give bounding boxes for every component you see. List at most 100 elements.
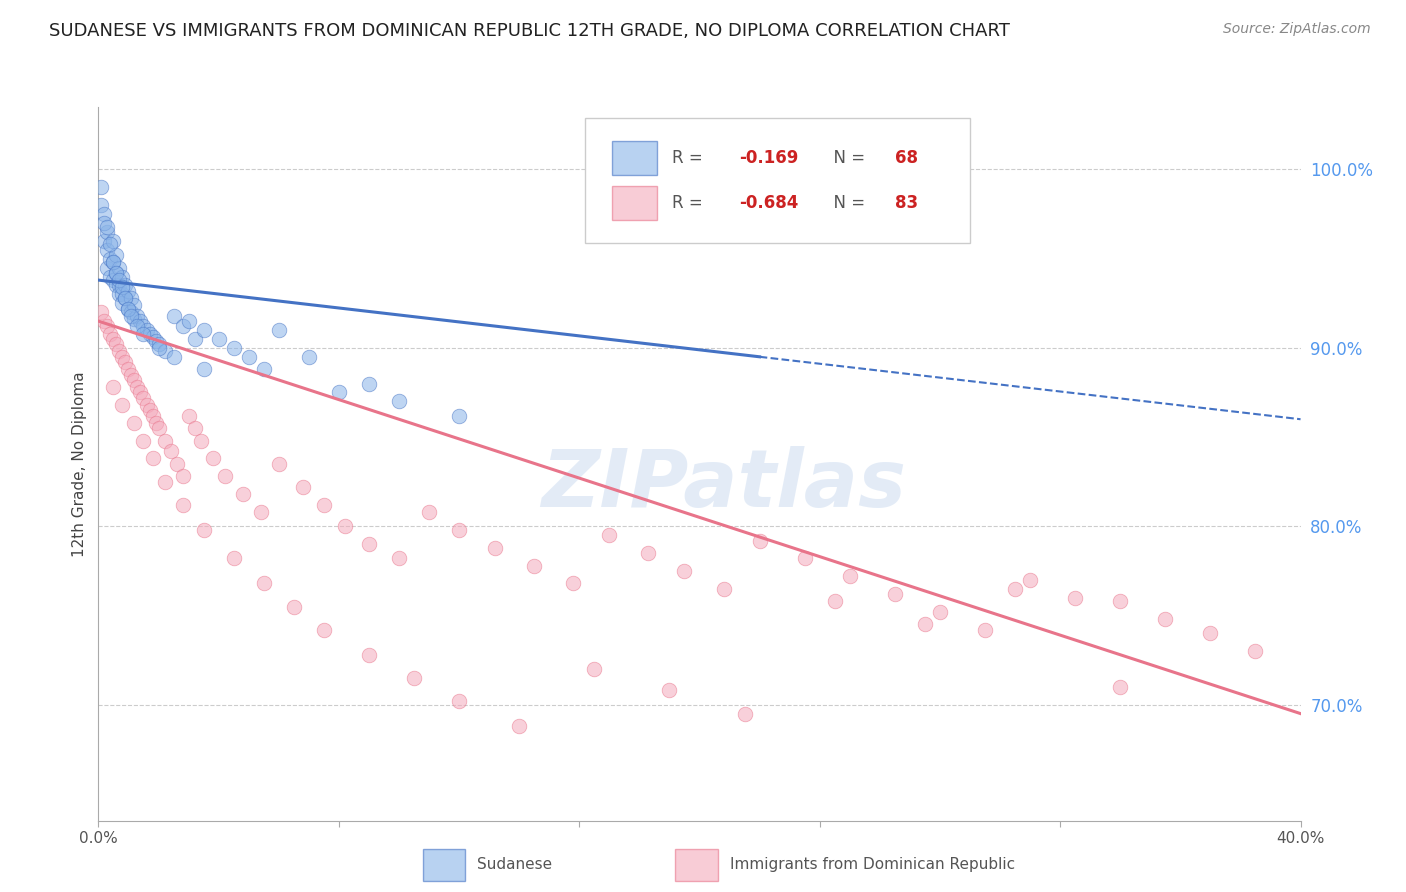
Point	[124, 416, 146, 430]
Bar	[612, 186, 658, 219]
Text: Sudanese: Sudanese	[477, 857, 553, 872]
Point	[1064, 591, 1087, 605]
Point	[267, 457, 290, 471]
Text: R =: R =	[672, 149, 707, 167]
Point	[114, 278, 136, 293]
Point	[111, 280, 134, 294]
Point	[929, 605, 952, 619]
Point	[357, 376, 380, 391]
Point	[138, 403, 160, 417]
Point	[201, 451, 224, 466]
Point	[93, 207, 115, 221]
Point	[93, 234, 115, 248]
Point	[914, 617, 936, 632]
Point	[105, 266, 128, 280]
Point	[117, 301, 139, 316]
Point	[734, 706, 756, 721]
Point	[388, 394, 411, 409]
Text: Source: ZipAtlas.com: Source: ZipAtlas.com	[1223, 22, 1371, 37]
Point	[90, 198, 112, 212]
Point	[114, 291, 136, 305]
Point	[190, 434, 212, 448]
Point	[90, 180, 112, 194]
Point	[328, 385, 350, 400]
Point	[96, 219, 118, 234]
Point	[138, 326, 160, 341]
Point	[148, 421, 170, 435]
Point	[127, 309, 149, 323]
Point	[1199, 626, 1222, 640]
Point	[418, 505, 440, 519]
Point	[117, 284, 139, 298]
Point	[214, 469, 236, 483]
Point	[105, 278, 128, 293]
Point	[141, 409, 163, 423]
Point	[117, 362, 139, 376]
Point	[193, 362, 215, 376]
Point	[153, 344, 176, 359]
Point	[1244, 644, 1267, 658]
Point	[93, 314, 115, 328]
Point	[172, 319, 194, 334]
Point	[93, 216, 115, 230]
Point	[132, 391, 155, 405]
Point	[96, 225, 118, 239]
Point	[103, 332, 125, 346]
Point	[108, 278, 131, 293]
Point	[637, 546, 659, 560]
Point	[105, 337, 128, 351]
Point	[208, 332, 231, 346]
Bar	[675, 849, 717, 881]
Point	[100, 326, 122, 341]
Point	[388, 551, 411, 566]
Point	[111, 350, 134, 364]
Point	[183, 421, 205, 435]
Text: -0.169: -0.169	[740, 149, 799, 167]
Point	[312, 623, 335, 637]
Point	[177, 314, 200, 328]
Point	[100, 269, 122, 284]
Point	[523, 558, 546, 573]
Point	[1019, 573, 1042, 587]
Point	[141, 330, 163, 344]
Point	[883, 587, 905, 601]
Point	[148, 341, 170, 355]
Bar	[423, 849, 465, 881]
Point	[114, 291, 136, 305]
Point	[129, 314, 152, 328]
Point	[253, 362, 276, 376]
Point	[172, 469, 194, 483]
Point	[145, 334, 167, 348]
Point	[124, 373, 146, 387]
Point	[96, 243, 118, 257]
Point	[103, 273, 125, 287]
Point	[103, 255, 125, 269]
Point	[117, 301, 139, 316]
Point	[1109, 680, 1132, 694]
Point	[1004, 582, 1026, 596]
Point	[108, 344, 131, 359]
Point	[103, 380, 125, 394]
Point	[232, 487, 254, 501]
Point	[148, 337, 170, 351]
Point	[100, 252, 122, 266]
Point	[105, 248, 128, 262]
Point	[402, 671, 425, 685]
Point	[267, 323, 290, 337]
Point	[96, 260, 118, 275]
Point	[121, 368, 143, 382]
Point	[357, 537, 380, 551]
Point	[162, 350, 184, 364]
Point	[312, 498, 335, 512]
Point	[447, 694, 470, 708]
Text: -0.684: -0.684	[740, 194, 799, 211]
Point	[484, 541, 506, 555]
Point	[121, 291, 143, 305]
Point	[447, 409, 470, 423]
Point	[108, 260, 131, 275]
Point	[793, 551, 815, 566]
Point	[159, 444, 181, 458]
Point	[283, 599, 305, 614]
Point	[291, 480, 314, 494]
Point	[238, 350, 260, 364]
